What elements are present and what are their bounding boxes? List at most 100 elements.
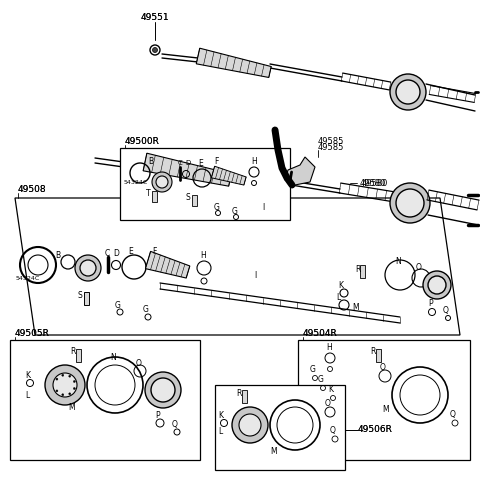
Text: R: R	[236, 388, 241, 397]
Text: 49505R: 49505R	[15, 329, 50, 339]
Text: M: M	[68, 403, 74, 413]
Circle shape	[73, 387, 75, 389]
Text: 49551: 49551	[141, 12, 169, 22]
Bar	[360, 265, 365, 278]
Text: 49504R: 49504R	[303, 329, 338, 339]
Text: N: N	[395, 257, 401, 267]
Polygon shape	[145, 251, 190, 278]
Text: 49500R: 49500R	[125, 138, 160, 146]
Polygon shape	[285, 157, 315, 185]
Circle shape	[396, 80, 420, 104]
Circle shape	[151, 378, 175, 402]
Text: M: M	[382, 406, 389, 415]
Text: 49585: 49585	[318, 138, 344, 146]
Circle shape	[62, 374, 64, 376]
Bar	[84, 292, 89, 305]
Circle shape	[390, 183, 430, 223]
Text: G: G	[143, 306, 149, 315]
Text: Q: Q	[443, 306, 449, 315]
Polygon shape	[211, 166, 246, 185]
Bar	[242, 390, 247, 403]
Bar	[376, 349, 381, 362]
Polygon shape	[10, 340, 200, 460]
Text: 54324C: 54324C	[124, 179, 148, 184]
Text: Q: Q	[172, 420, 178, 428]
Text: S: S	[186, 193, 191, 203]
Text: B: B	[55, 250, 60, 259]
Circle shape	[390, 74, 426, 110]
Bar	[192, 195, 197, 206]
Text: 49508: 49508	[18, 185, 47, 195]
Polygon shape	[298, 340, 470, 460]
Text: H: H	[251, 157, 257, 167]
Text: S: S	[78, 290, 83, 300]
Text: G: G	[318, 376, 324, 385]
Text: C: C	[105, 248, 110, 257]
Text: H: H	[200, 250, 206, 259]
Text: R: R	[355, 266, 360, 275]
Text: O: O	[416, 263, 422, 273]
Text: O: O	[380, 362, 386, 372]
Text: L: L	[218, 427, 222, 436]
Circle shape	[56, 390, 58, 392]
Text: G: G	[232, 207, 238, 215]
Text: M: M	[270, 448, 276, 457]
Text: 49508: 49508	[18, 185, 47, 195]
Circle shape	[153, 47, 157, 52]
Text: P: P	[155, 411, 160, 420]
Text: 54324C: 54324C	[16, 276, 40, 281]
Circle shape	[152, 172, 172, 192]
Bar	[76, 349, 81, 362]
Circle shape	[75, 255, 101, 281]
Polygon shape	[196, 48, 271, 77]
Text: L: L	[336, 293, 340, 303]
Text: M: M	[352, 303, 359, 312]
Text: C: C	[178, 160, 183, 166]
Bar	[152, 191, 157, 202]
Circle shape	[423, 271, 451, 299]
Text: 49500R: 49500R	[125, 138, 160, 146]
Text: H: H	[326, 344, 332, 352]
Polygon shape	[120, 148, 290, 220]
Text: 49585: 49585	[318, 142, 344, 151]
Text: 49580: 49580	[362, 178, 388, 187]
Circle shape	[145, 372, 181, 408]
Polygon shape	[143, 153, 231, 186]
Text: I: I	[254, 271, 256, 280]
Circle shape	[62, 394, 64, 396]
Circle shape	[239, 414, 261, 436]
Text: L: L	[25, 390, 29, 399]
Circle shape	[69, 375, 71, 377]
Circle shape	[232, 407, 268, 443]
Text: F: F	[152, 247, 156, 256]
Text: 49506R: 49506R	[358, 425, 393, 434]
Text: D: D	[185, 160, 190, 166]
Text: E: E	[198, 159, 203, 168]
Text: N: N	[110, 353, 116, 362]
Circle shape	[69, 393, 71, 395]
Circle shape	[156, 176, 168, 188]
Circle shape	[73, 381, 75, 383]
Text: 49580: 49580	[360, 178, 386, 187]
Text: T: T	[146, 189, 151, 199]
Text: Q: Q	[330, 425, 336, 434]
Text: I: I	[262, 204, 264, 212]
Circle shape	[53, 373, 77, 397]
Text: 49504R: 49504R	[303, 329, 338, 339]
Text: G: G	[115, 301, 121, 310]
Text: P: P	[428, 300, 432, 309]
Text: O: O	[325, 398, 331, 408]
Text: K: K	[338, 281, 343, 289]
Polygon shape	[215, 385, 345, 470]
Text: 49551: 49551	[141, 12, 169, 22]
Text: F: F	[214, 157, 218, 167]
Text: Q: Q	[450, 411, 456, 420]
Text: K: K	[328, 386, 333, 394]
Text: R: R	[370, 348, 375, 356]
Text: G: G	[310, 365, 316, 375]
Circle shape	[428, 276, 446, 294]
Text: 49505R: 49505R	[15, 329, 50, 339]
Circle shape	[56, 378, 58, 380]
Text: K: K	[25, 371, 30, 380]
Text: D: D	[113, 248, 119, 257]
